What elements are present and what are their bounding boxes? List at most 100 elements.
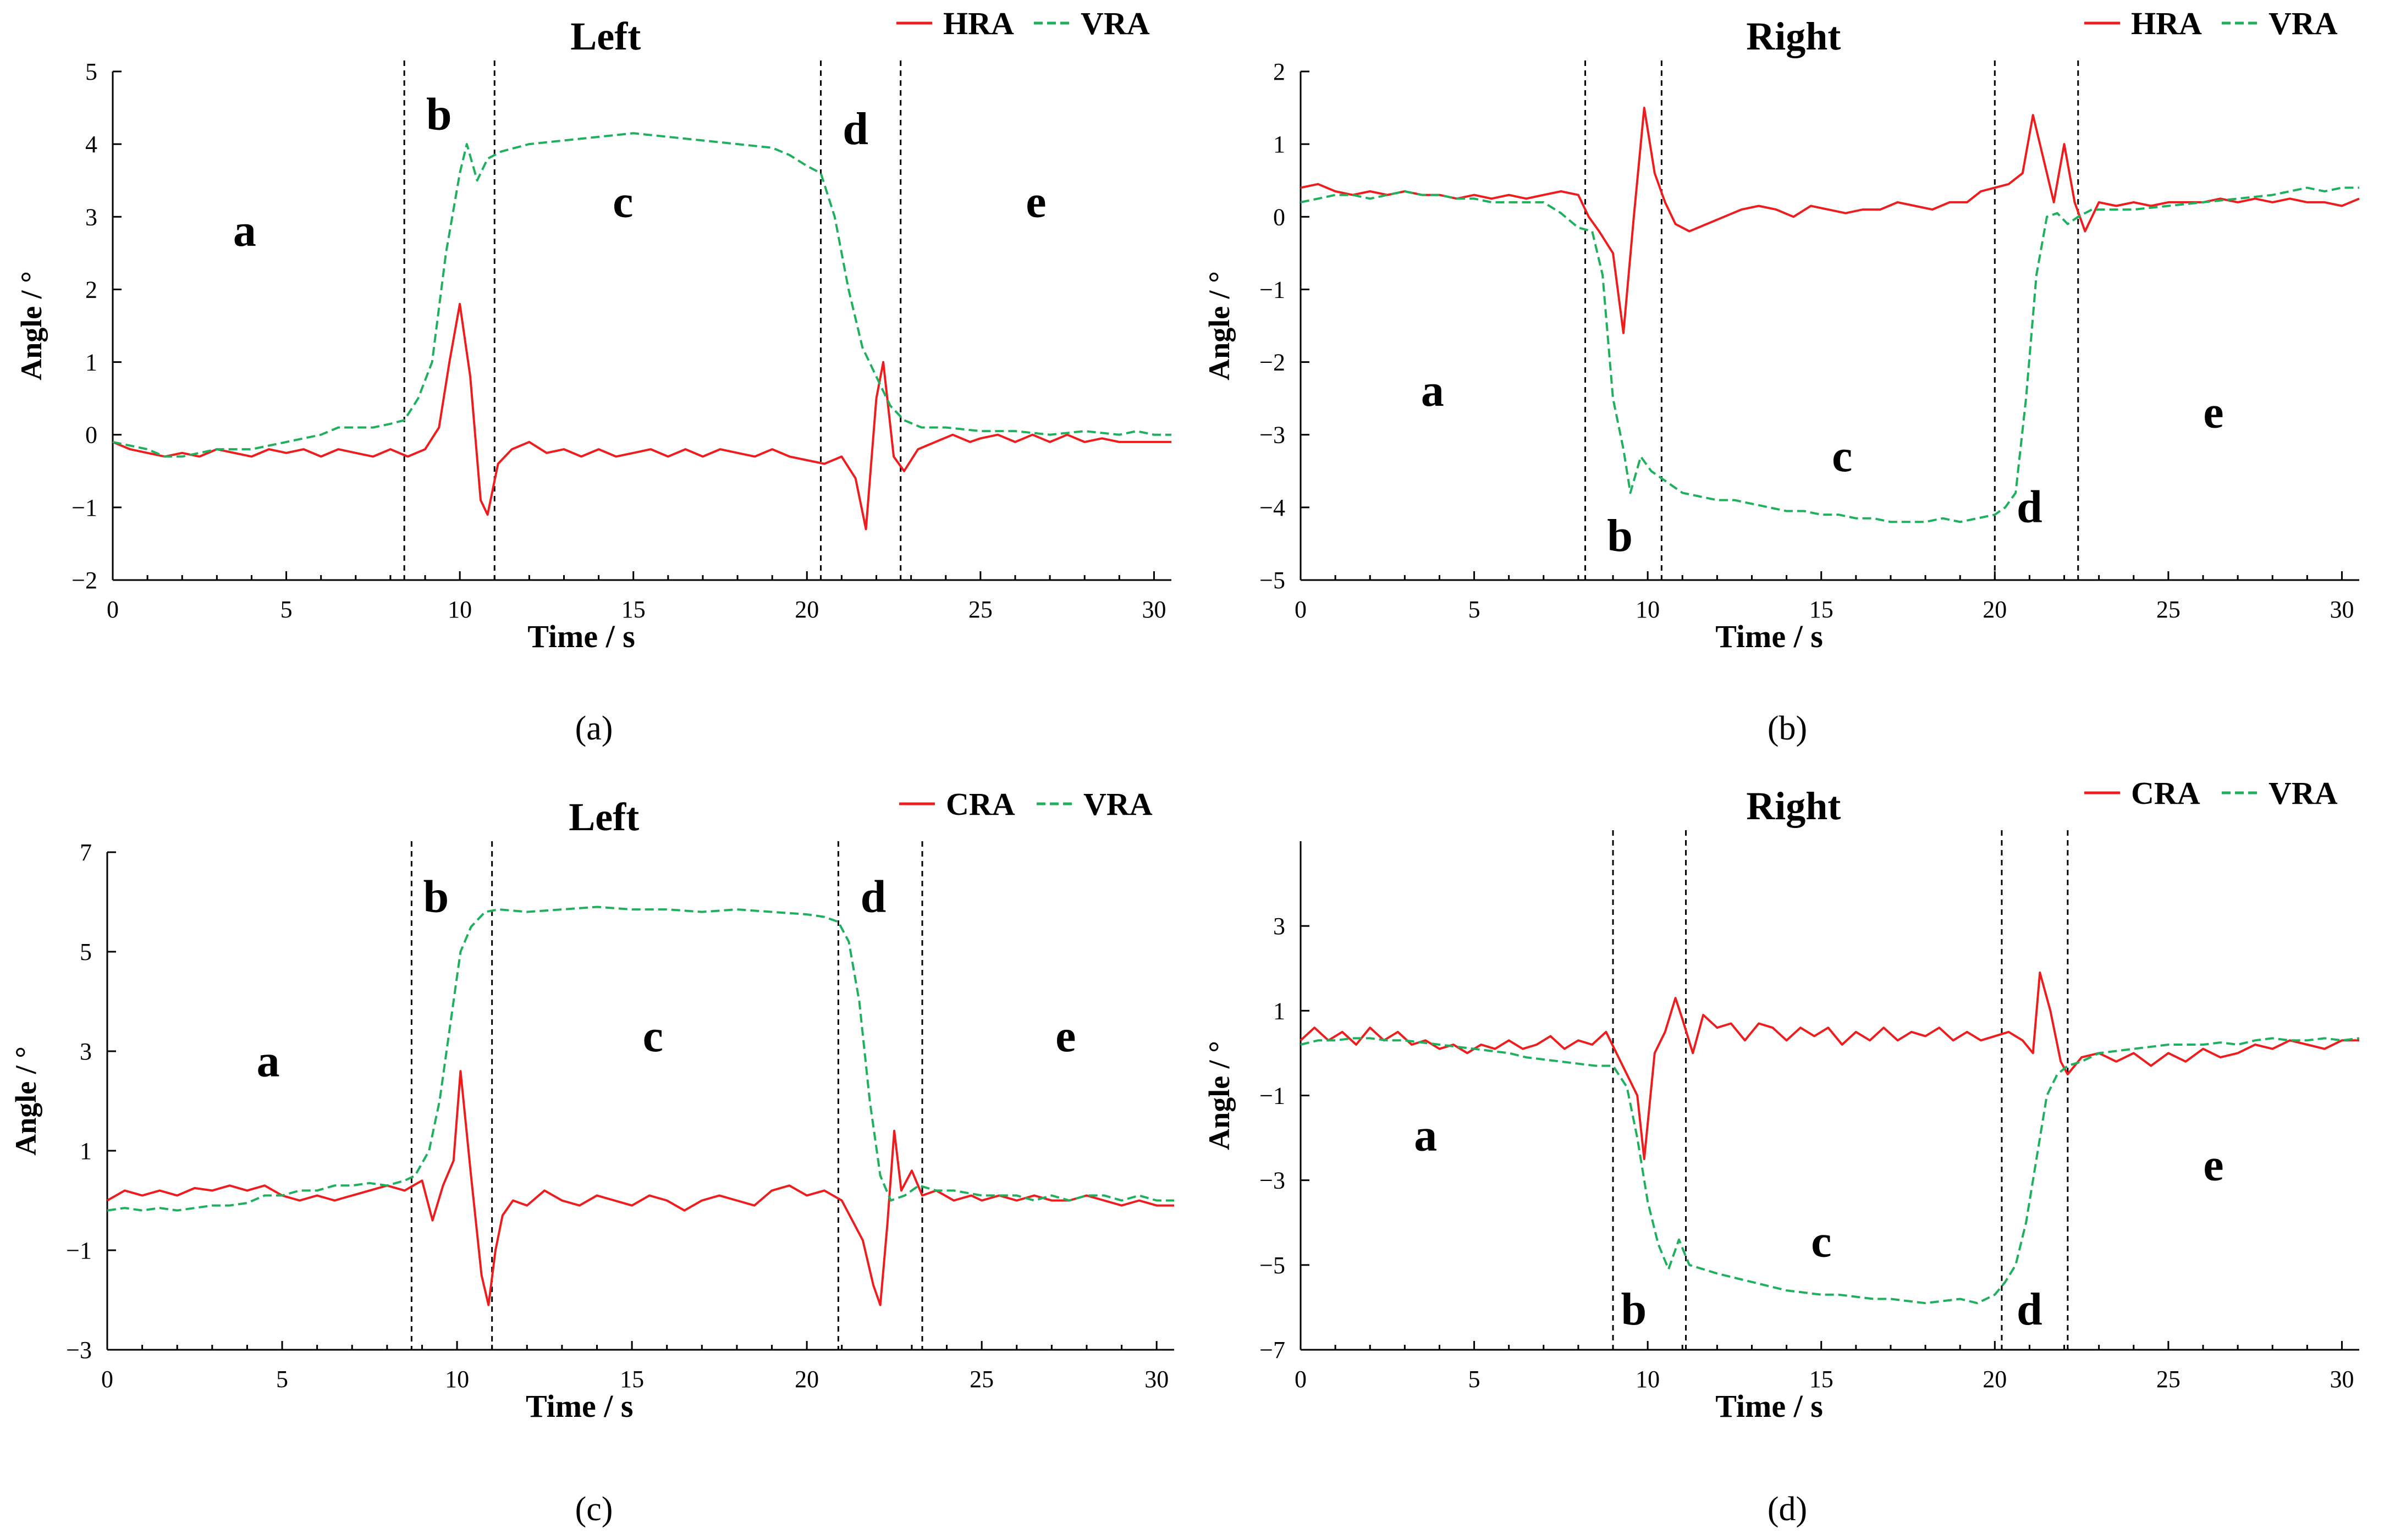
x-tick-label-a: 0 [107,596,119,623]
legend-label-a-vra: VRA [1081,5,1150,41]
x-tick-label-b: 15 [1809,596,1834,623]
x-axis-label-c: Time / s [526,1388,634,1424]
legend-label-b-hra: HRA [2131,5,2202,41]
phase-label-c-c: c [643,1011,663,1062]
chart-a: 0 5 10 15 20 25 30 −2 −1 0 1 2 3 4 5 Time / s Angle / ° L… [15,5,1171,654]
y-tick-label-b: −4 [1259,494,1285,521]
y-axis-label-c: Angle / ° [9,1046,42,1156]
y-tick-label-d: −5 [1259,1252,1285,1279]
x-tick-label-a: 10 [448,596,472,623]
x-tick-label-b: 0 [1295,596,1307,623]
phase-label-d-e: e [2203,1140,2223,1191]
x-tick-label-c: 15 [620,1366,644,1393]
x-tick-label-a: 30 [1142,596,1166,623]
y-tick-label-c: −1 [66,1237,92,1264]
y-tick-label-d: −7 [1259,1337,1285,1364]
phase-label-d-c: c [1811,1216,1831,1267]
y-tick-label-d: −1 [1259,1083,1285,1110]
x-tick-label-c: 20 [795,1366,819,1393]
phase-label-b-b: b [1607,510,1633,561]
chart-title-c: Left [569,795,639,839]
x-tick-label-a: 20 [795,596,819,623]
y-tick-label-a: 2 [85,276,97,303]
legend-label-a-hra: HRA [943,5,1014,41]
y-tick-label-b: −3 [1259,422,1285,449]
caption-d: (d) [1767,1491,1808,1528]
x-axis-label-a: Time / s [527,619,635,654]
x-tick-label-d: 15 [1809,1366,1834,1393]
chart-title-b: Right [1746,14,1841,58]
x-tick-label-c: 30 [1144,1366,1169,1393]
y-tick-label-b: −5 [1259,567,1285,594]
y-tick-label-b: 0 [1273,203,1285,230]
y-tick-label-a: 3 [85,203,97,230]
caption-a: (a) [575,710,613,747]
y-tick-label-c: 3 [80,1038,92,1065]
y-tick-label-c: 7 [80,839,92,866]
legend-label-c-vra: VRA [1083,786,1153,822]
chart-d: 0 5 10 15 20 25 30 −7 −5 −3 −1 1 3 Time / s Angle / ° R… [1203,775,2360,1424]
y-tick-label-b: 2 [1273,58,1285,85]
y-tick-label-a: 0 [85,422,97,449]
y-tick-label-c: 5 [80,939,92,965]
chart-b: 0 5 10 15 20 25 30 −5 −4 −3 −2 −1 0 1 2 Time / s Angle /… [1203,5,2360,654]
phase-label-b-a: a [1421,365,1444,416]
phase-label-c-b: b [423,871,449,923]
caption-c: (c) [575,1491,613,1528]
phase-label-b-d: d [2017,481,2042,532]
chart-c: 0 5 10 15 20 25 30 −3 −1 1 3 5 7 Time / s Angle / ° Lef… [9,786,1174,1424]
phase-label-d-b: b [1621,1284,1647,1335]
series-line-b-hra [1300,107,2360,334]
phase-label-b-e: e [2203,387,2223,438]
x-tick-label-b: 5 [1468,596,1480,623]
legend-label-c-cra: CRA [946,786,1015,822]
phase-label-c-d: d [861,871,887,923]
y-axis-label-a: Angle / ° [15,271,48,380]
y-tick-label-d: −3 [1259,1167,1285,1194]
y-tick-label-a: 4 [85,131,97,158]
x-tick-label-b: 10 [1636,596,1660,623]
y-tick-label-a: −2 [71,567,97,594]
y-tick-label-b: −1 [1259,276,1285,303]
series-line-a-vra [112,132,1171,458]
y-tick-label-b: −2 [1259,349,1285,376]
chart-title-a: Left [570,14,641,58]
phase-label-a-d: d [843,103,868,154]
y-axis-label-b: Angle / ° [1203,271,1236,380]
legend-label-b-vra: VRA [2269,5,2338,41]
x-tick-label-c: 5 [276,1366,288,1393]
x-tick-label-d: 25 [2156,1366,2181,1393]
phase-label-b-c: c [1832,430,1852,482]
y-tick-label-c: −3 [66,1337,92,1364]
x-tick-label-d: 0 [1295,1366,1307,1393]
series-line-a-hra [112,302,1171,531]
phase-label-c-e: e [1055,1011,1076,1062]
x-tick-label-a: 5 [280,596,293,623]
y-tick-label-b: 1 [1273,131,1285,158]
y-tick-label-d: 3 [1273,913,1285,940]
x-tick-label-c: 0 [101,1366,113,1393]
x-tick-label-d: 30 [2330,1366,2354,1393]
x-tick-label-a: 15 [621,596,646,623]
phase-label-a-a: a [233,205,256,256]
x-tick-label-a: 25 [968,596,993,623]
x-tick-label-c: 10 [445,1366,469,1393]
x-tick-label-c: 25 [970,1366,994,1393]
legend-label-d-vra: VRA [2269,775,2338,811]
series-line-d-cra [1300,972,2359,1161]
x-axis-label-b: Time / s [1715,619,1823,654]
phase-label-a-b: b [426,89,452,140]
x-tick-label-d: 10 [1636,1366,1660,1393]
x-axis-label-d: Time / s [1715,1388,1823,1424]
series-line-d-vra [1300,1037,2360,1305]
y-tick-label-a: 5 [85,58,97,85]
legend-label-d-cra: CRA [2131,775,2200,811]
y-axis-label-d: Angle / ° [1203,1041,1236,1150]
chart-title-d: Right [1746,784,1841,828]
series-line-c-cra [107,1070,1174,1306]
phase-label-a-c: c [613,176,633,227]
phase-label-d-a: a [1414,1110,1437,1161]
x-tick-label-d: 5 [1468,1366,1480,1393]
